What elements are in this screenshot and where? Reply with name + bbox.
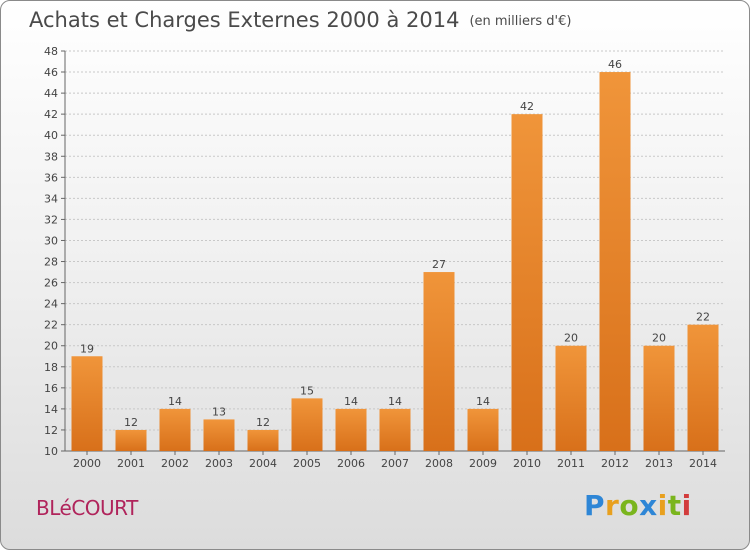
logo-letter: i (681, 489, 692, 522)
bar (687, 324, 719, 451)
bar-value-label: 14 (476, 395, 490, 408)
bar (115, 429, 147, 451)
bar-value-label: 12 (256, 416, 270, 429)
x-tick-label: 2005 (293, 457, 321, 470)
y-tick-label: 14 (44, 403, 58, 416)
x-tick-label: 2009 (469, 457, 497, 470)
bar (203, 419, 235, 451)
chart-title: Achats et Charges Externes 2000 à 2014 (e… (29, 8, 571, 32)
y-tick-label: 34 (44, 192, 58, 205)
y-tick-label: 36 (44, 171, 58, 184)
y-tick-label: 32 (44, 213, 58, 226)
bar (423, 272, 455, 451)
x-tick-label: 2008 (425, 457, 453, 470)
logo-letter: i (657, 489, 668, 522)
logo-letter: r (605, 489, 620, 522)
bar-value-label: 19 (80, 342, 94, 355)
x-tick-label: 2010 (513, 457, 541, 470)
axes: 10 12 14 16 18 20 22 24 26 28 30 32 34 36 38 40 42 44 46 48 (44, 45, 725, 458)
logo-letter: o (619, 489, 640, 522)
bar-value-label: 22 (696, 311, 710, 324)
bar-value-label: 14 (388, 395, 402, 408)
y-tick-label: 38 (44, 150, 58, 163)
x-tick-label: 2004 (249, 457, 277, 470)
logo-letter: t (667, 489, 682, 522)
labels: 19 2000 12 2001 14 2002 13 2003 12 2004 15 2005 14 20… (73, 58, 717, 470)
x-tick-label: 2002 (161, 457, 189, 470)
logo-letter: P (584, 489, 606, 522)
x-tick-label: 2011 (557, 457, 585, 470)
y-tick-label: 26 (44, 277, 58, 290)
x-tick-label: 2012 (601, 457, 629, 470)
y-tick-label: 20 (44, 340, 58, 353)
x-tick-label: 2001 (117, 457, 145, 470)
bar (335, 408, 367, 451)
chart-unit: (en milliers d'€) (469, 14, 572, 29)
logo-letter: x (639, 489, 658, 522)
y-tick-label: 48 (44, 45, 58, 58)
bar (71, 356, 103, 451)
y-tick-label: 16 (44, 382, 58, 395)
y-tick-label: 42 (44, 108, 58, 121)
bar (511, 114, 543, 451)
y-tick-label: 10 (44, 445, 58, 458)
chart-title-text: Achats et Charges Externes 2000 à 2014 (29, 8, 460, 32)
bar-value-label: 12 (124, 416, 138, 429)
y-tick-label: 22 (44, 319, 58, 332)
bar-value-label: 15 (300, 384, 314, 397)
bar (159, 408, 191, 451)
x-tick-label: 2000 (73, 457, 101, 470)
bar (599, 72, 631, 451)
y-tick-label: 24 (44, 298, 58, 311)
bar-value-label: 46 (608, 58, 622, 71)
bar-value-label: 14 (168, 395, 182, 408)
bar (467, 408, 499, 451)
x-tick-label: 2003 (205, 457, 233, 470)
bar-value-label: 42 (520, 100, 534, 113)
y-tick-label: 18 (44, 361, 58, 374)
x-tick-label: 2013 (645, 457, 673, 470)
bars (71, 72, 719, 451)
bar-value-label: 20 (564, 332, 578, 345)
bar (643, 345, 675, 451)
proxiti-logo: Proxiti (584, 489, 692, 522)
bar-value-label: 27 (432, 258, 446, 271)
bar-value-label: 20 (652, 332, 666, 345)
y-tick-label: 40 (44, 129, 58, 142)
x-tick-label: 2014 (689, 457, 717, 470)
bar (247, 429, 279, 451)
x-tick-label: 2006 (337, 457, 365, 470)
bar-value-label: 14 (344, 395, 358, 408)
y-tick-label: 28 (44, 256, 58, 269)
y-tick-label: 30 (44, 234, 58, 247)
bar (291, 398, 323, 451)
y-tick-label: 46 (44, 66, 58, 79)
commune-name: BLéCOURT (36, 496, 138, 520)
x-tick-label: 2007 (381, 457, 409, 470)
bar-value-label: 13 (212, 405, 226, 418)
bar (555, 345, 587, 451)
bar (379, 408, 411, 451)
y-tick-label: 44 (44, 87, 58, 100)
y-tick-label: 12 (44, 424, 58, 437)
